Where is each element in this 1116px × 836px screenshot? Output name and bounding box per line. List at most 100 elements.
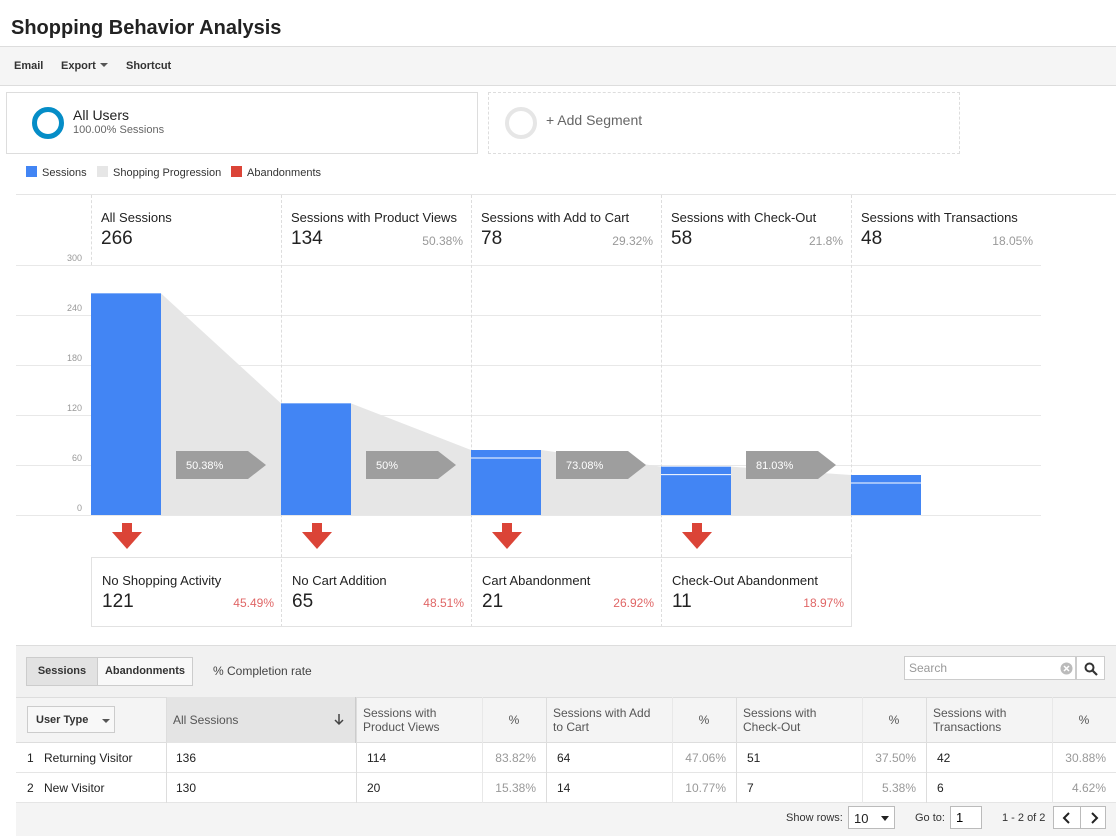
table-row[interactable]: [16, 773, 1116, 803]
session-bar: [281, 403, 351, 515]
pagination-info: 1 - 2 of 2: [1002, 812, 1046, 824]
tab-sessions[interactable]: Sessions: [26, 657, 98, 686]
stage-title: Sessions with Transactions: [861, 210, 1018, 225]
user-type-dropdown[interactable]: User Type: [27, 706, 115, 733]
row-value-cell: 114: [367, 751, 387, 765]
progression-rate-label: 50.38%: [186, 460, 224, 472]
col-header-product-views[interactable]: Sessions with Product Views: [363, 706, 440, 734]
y-tick-label: 60: [71, 453, 82, 463]
row-index: 1: [27, 751, 34, 765]
y-tick-label: 0: [76, 503, 82, 513]
stage-header: Sessions with Transactions 48 18.05%: [851, 195, 1041, 265]
add-segment-label: + Add Segment: [546, 112, 643, 128]
progression-rate-label: 50%: [376, 460, 398, 472]
abandonment-value: 21: [482, 591, 504, 612]
pager-divider: [1080, 807, 1081, 828]
column-separator: [356, 697, 357, 803]
toolbar: Email Export Shortcut: [0, 46, 1116, 86]
abandonment-value: 11: [672, 591, 692, 612]
column-separator: [1052, 697, 1053, 803]
abandonment-title: Check-Out Abandonment: [672, 573, 818, 588]
abandon-arrow-icon: [112, 532, 142, 549]
session-bar: [661, 466, 731, 515]
abandonment-value: 121: [102, 591, 134, 612]
caret-down-icon: [99, 63, 108, 67]
row-value-cell: 20: [367, 781, 381, 795]
stage-percent: 29.32%: [612, 234, 653, 248]
stage-value: 266: [101, 228, 133, 249]
gridline: [16, 265, 1041, 266]
abandonment-cell: Cart Abandonment 21 26.92%: [472, 558, 662, 626]
search-button[interactable]: [1076, 656, 1105, 680]
completion-rate-label: % Completion rate: [213, 664, 312, 678]
legend-label-abandonments: Abandonments: [247, 167, 321, 179]
export-button[interactable]: Export: [61, 60, 108, 72]
abandon-arrow-icon: [692, 523, 702, 532]
sorted-column-bg: [166, 697, 356, 743]
col-header-pct-4[interactable]: %: [1078, 713, 1090, 727]
abandonment-percent: 18.97%: [803, 596, 844, 610]
page-title: Shopping Behavior Analysis: [11, 17, 282, 39]
tab-abandonments[interactable]: Abandonments: [97, 657, 193, 686]
segment-ring-icon: [32, 107, 64, 139]
col-header-pct-2[interactable]: %: [698, 713, 710, 727]
progression-rate-label: 81.03%: [756, 460, 794, 472]
chart-top-border: [16, 194, 1116, 195]
email-button[interactable]: Email: [14, 60, 44, 72]
column-separator: [862, 697, 863, 803]
col-header-pct-1[interactable]: %: [508, 713, 520, 727]
progression-arrow: [176, 451, 266, 479]
row-dimension-link[interactable]: Returning Visitor: [44, 751, 133, 765]
stage-header: Sessions with Product Views 134 50.38%: [281, 195, 471, 265]
sort-arrow-down-icon[interactable]: [333, 713, 345, 726]
abandonment-title: No Shopping Activity: [102, 573, 222, 588]
abandonment-title: No Cart Addition: [292, 573, 387, 588]
add-segment-button[interactable]: + Add Segment: [488, 92, 960, 154]
col-header-all-sessions[interactable]: All Sessions: [173, 713, 239, 727]
column-separator: [672, 697, 673, 803]
stage-separator: [91, 195, 92, 265]
next-page-icon[interactable]: [1081, 807, 1107, 828]
segment-all-users[interactable]: All Users 100.00% Sessions: [6, 92, 478, 154]
session-bar: [471, 450, 541, 515]
funnel-graphic: 50.38% 50% 73.08% 81.03%: [91, 293, 921, 549]
show-rows-value: 10: [854, 811, 869, 826]
gridline: [16, 315, 1041, 316]
stage-separator: [851, 195, 852, 627]
session-bar: [91, 293, 161, 515]
shortcut-button[interactable]: Shortcut: [126, 60, 172, 72]
col-header-add-to-cart[interactable]: Sessions with Add to Cart: [553, 706, 651, 734]
column-separator: [546, 697, 547, 803]
abandon-arrow-icon: [302, 532, 332, 549]
row-percent-cell: 5.38%: [881, 781, 916, 795]
user-type-label: User Type: [36, 714, 89, 726]
show-rows-select[interactable]: 10: [848, 806, 895, 829]
column-separator: [736, 697, 737, 803]
pagination-buttons: [1053, 806, 1106, 829]
show-rows-label: Show rows:: [786, 812, 843, 824]
clear-search-icon[interactable]: [1060, 662, 1073, 675]
gridline: [16, 365, 1041, 366]
prev-page-icon[interactable]: [1054, 807, 1080, 828]
abandon-arrow-icon: [682, 532, 712, 549]
search-input[interactable]: [909, 660, 1059, 676]
table-row[interactable]: [16, 743, 1116, 773]
row-percent-cell: 15.38%: [495, 781, 536, 795]
empty-segment-ring-icon: [505, 107, 537, 139]
col-header-transactions[interactable]: Sessions with Transactions: [933, 706, 1007, 734]
select-caret-icon: [881, 816, 889, 821]
abandonment-cell: No Shopping Activity 121 45.49%: [92, 558, 282, 626]
stage-percent: 50.38%: [422, 234, 463, 248]
row-percent-cell: 30.88%: [1065, 751, 1106, 765]
col-header-check-out[interactable]: Sessions with Check-Out: [743, 706, 817, 734]
goto-page-input[interactable]: [950, 806, 982, 829]
goto-label: Go to:: [915, 812, 945, 824]
row-dimension-link[interactable]: New Visitor: [44, 781, 105, 795]
legend-swatch-progression: [97, 166, 108, 177]
row-value-cell: 7: [747, 781, 754, 795]
row-value-cell: 14: [557, 781, 571, 795]
stage-separator: [661, 195, 662, 627]
col-header-pct-3[interactable]: %: [888, 713, 900, 727]
progression-rate-label: 73.08%: [566, 460, 604, 472]
row-percent-cell: 83.82%: [495, 751, 536, 765]
